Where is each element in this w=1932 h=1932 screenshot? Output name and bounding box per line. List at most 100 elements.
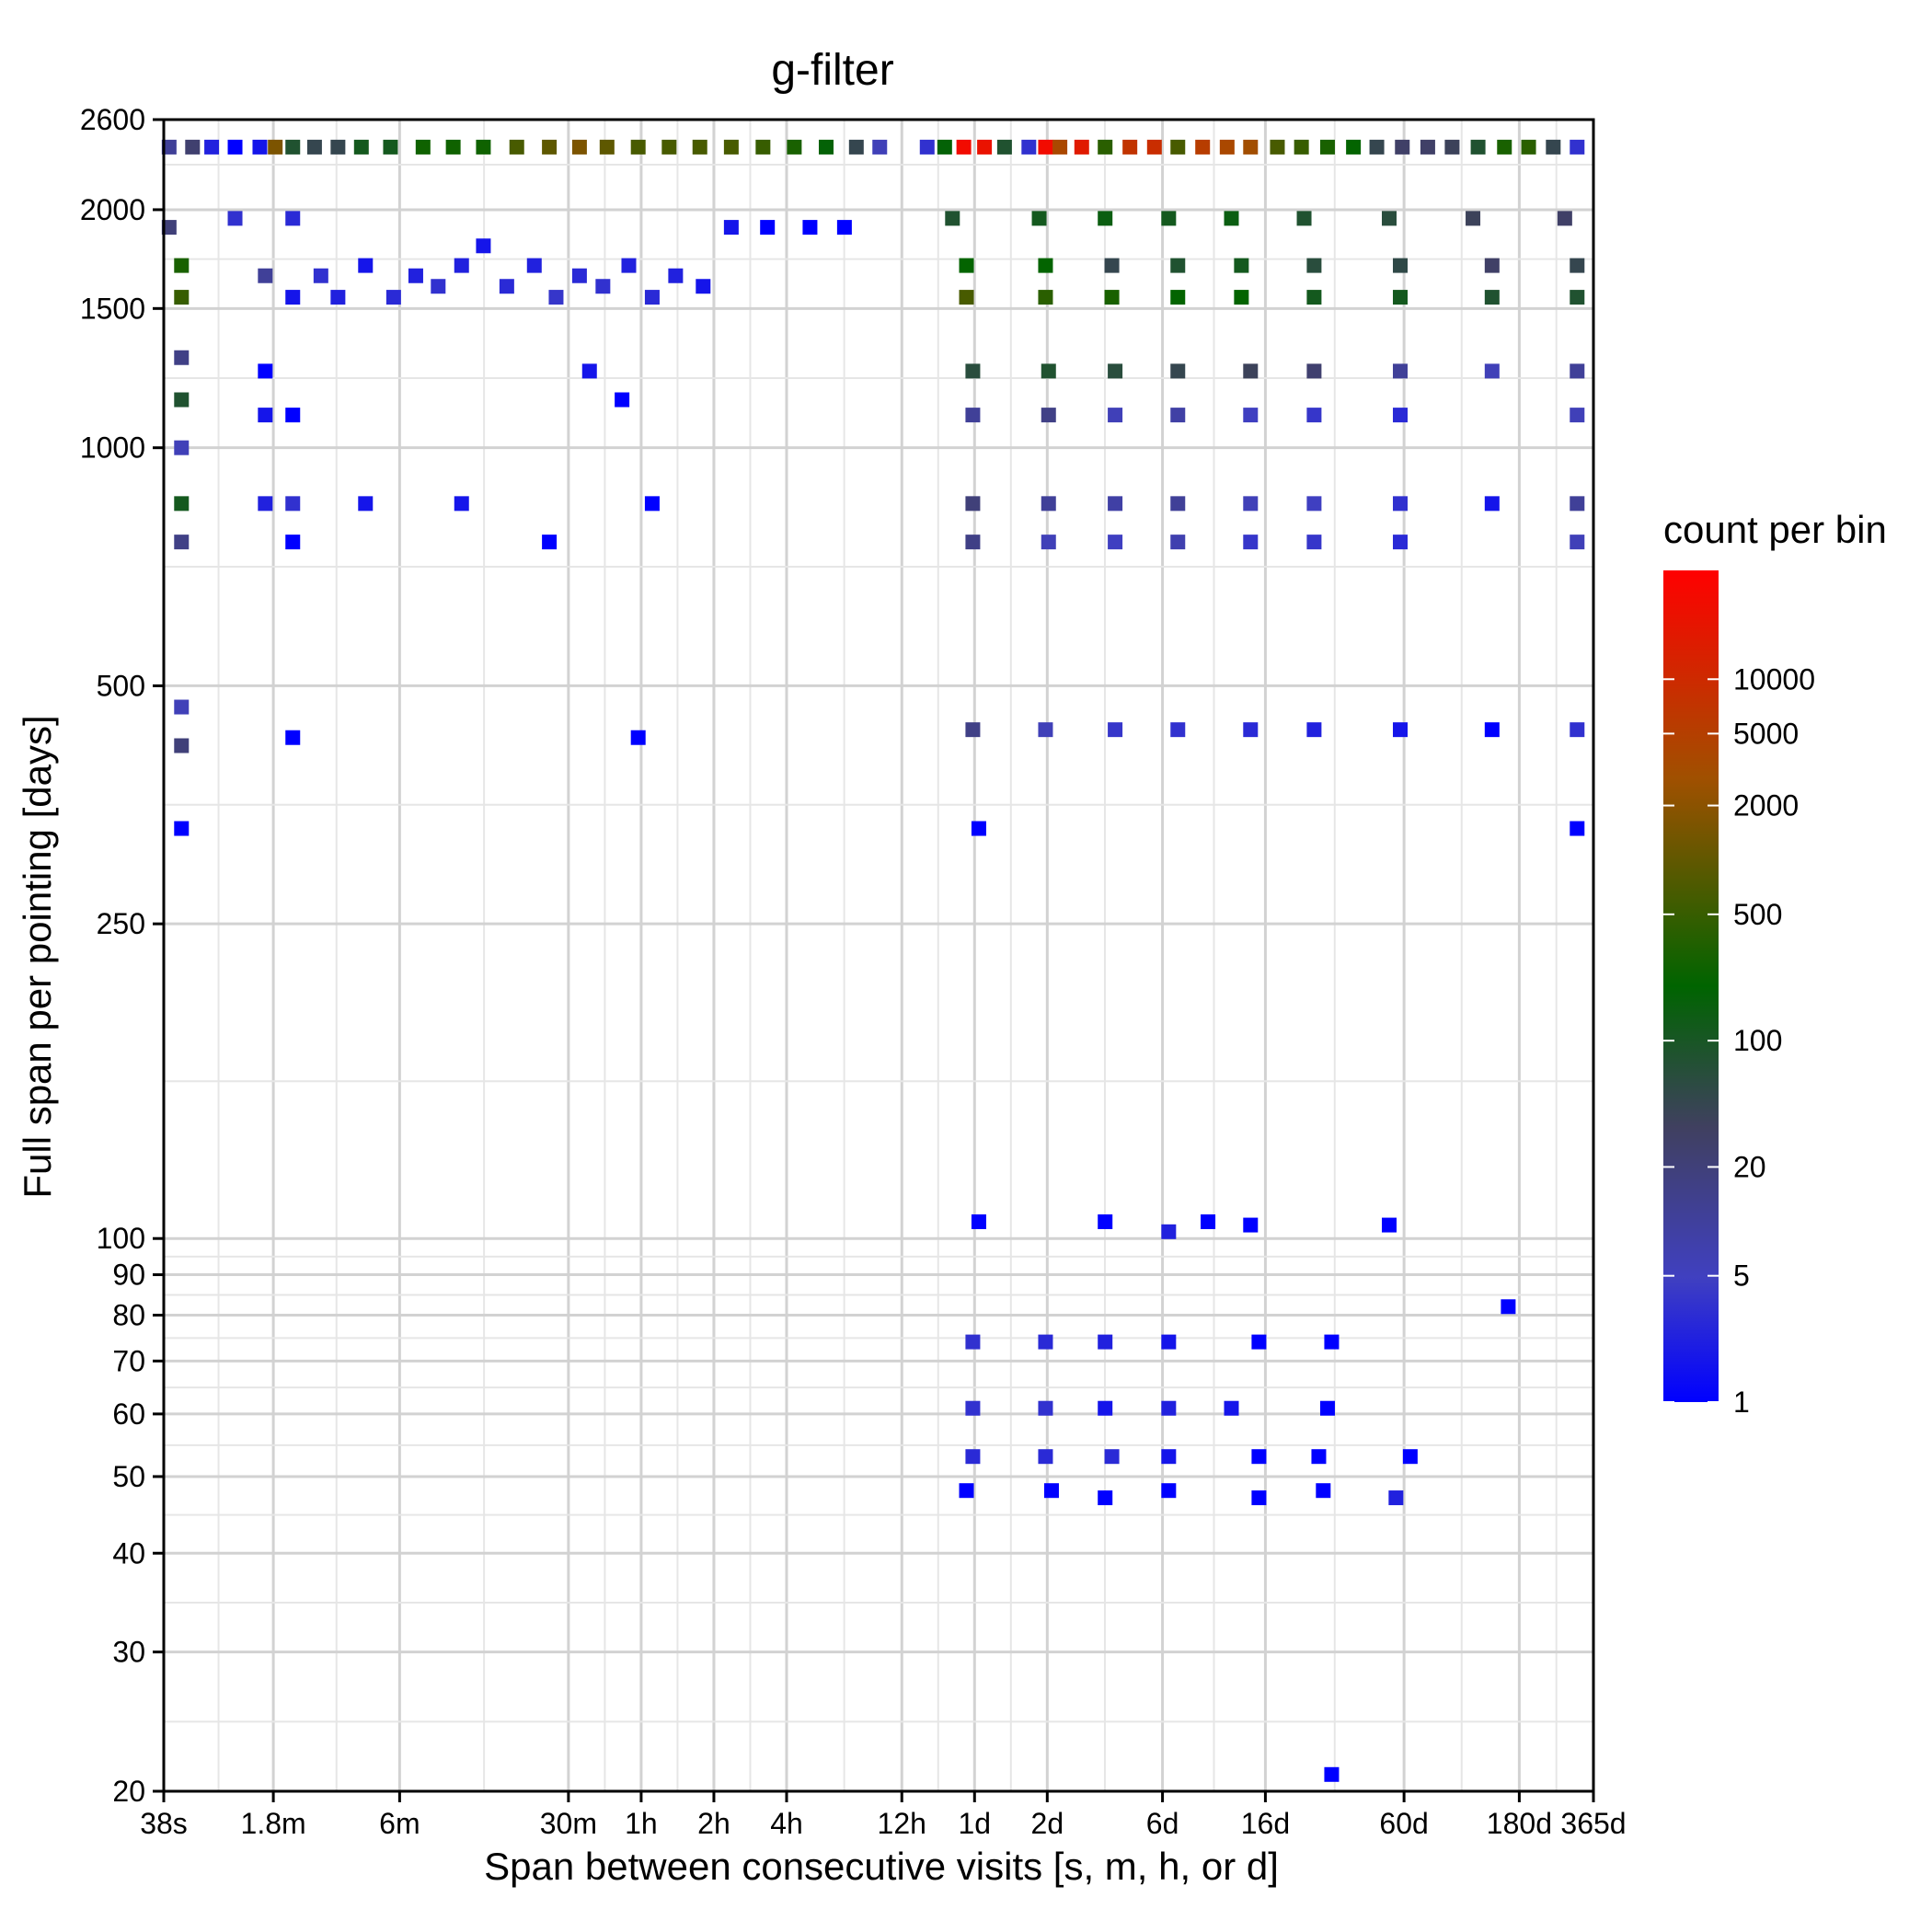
heatmap-cell bbox=[1570, 290, 1585, 305]
x-tick-label: 6d bbox=[1146, 1807, 1179, 1840]
heatmap-cell bbox=[965, 363, 981, 379]
heatmap-cell bbox=[285, 496, 301, 512]
heatmap-cell bbox=[1146, 139, 1162, 155]
x-tick-label: 365d bbox=[1560, 1807, 1626, 1840]
heatmap-cell bbox=[1098, 139, 1113, 155]
heatmap-cell bbox=[1108, 535, 1123, 550]
heatmap-cell bbox=[1388, 1490, 1404, 1506]
heatmap-cell bbox=[1470, 139, 1486, 155]
heatmap-cell bbox=[1306, 496, 1322, 512]
heatmap-cell bbox=[476, 139, 491, 155]
heatmap-cell bbox=[1104, 1449, 1120, 1465]
heatmap-cell bbox=[204, 139, 220, 155]
heatmap-cell bbox=[358, 258, 374, 273]
legend-title: count per bin bbox=[1663, 508, 1887, 551]
heatmap-cell bbox=[937, 139, 952, 155]
heatmap-cell bbox=[945, 211, 960, 226]
legend-tick-label: 100 bbox=[1733, 1024, 1782, 1057]
heatmap-cell bbox=[595, 279, 611, 294]
heatmap-cell bbox=[971, 821, 986, 836]
heatmap-cell bbox=[1306, 535, 1322, 550]
y-axis: 20 30 40 50 60 70 80 90 100 250 500 1000 1500 2000 260… bbox=[80, 103, 164, 1808]
heatmap-cell bbox=[285, 211, 301, 226]
heatmap-cell bbox=[1251, 1449, 1267, 1465]
heatmap-cell bbox=[252, 139, 268, 155]
heatmap-cell bbox=[408, 268, 423, 283]
heatmap-cell bbox=[499, 279, 514, 294]
heatmap-cell bbox=[285, 290, 301, 305]
heatmap-cell bbox=[1306, 363, 1322, 379]
heatmap-cell bbox=[258, 496, 273, 512]
heatmap-cell bbox=[1098, 1490, 1113, 1506]
heatmap-cell bbox=[227, 211, 243, 226]
heatmap-cell bbox=[1306, 722, 1322, 738]
heatmap-cell bbox=[1316, 1483, 1331, 1499]
heatmap-cell bbox=[1243, 363, 1259, 379]
heatmap-cell bbox=[1108, 363, 1123, 379]
heatmap-cell bbox=[848, 139, 864, 155]
heatmap-cell bbox=[1161, 1400, 1177, 1416]
heatmap-cell bbox=[258, 363, 273, 379]
heatmap-cell bbox=[1420, 139, 1435, 155]
heatmap-cell bbox=[1570, 535, 1585, 550]
heatmap-cell bbox=[965, 1334, 981, 1350]
heatmap-cell bbox=[174, 392, 190, 408]
heatmap-cell bbox=[1041, 535, 1056, 550]
legend-tick-label: 2000 bbox=[1733, 789, 1799, 822]
heatmap-cell bbox=[227, 139, 243, 155]
heatmap-cell bbox=[1201, 1214, 1216, 1230]
heatmap-cell bbox=[1161, 211, 1177, 226]
heatmap-cell bbox=[431, 279, 446, 294]
heatmap-cell bbox=[1251, 1490, 1267, 1506]
heatmap-cell bbox=[1038, 1449, 1053, 1465]
heatmap-cell bbox=[1393, 290, 1409, 305]
heatmap-cell bbox=[1170, 722, 1186, 738]
heatmap-cell bbox=[1098, 1334, 1113, 1350]
heatmap-cell bbox=[1224, 1400, 1239, 1416]
heatmap-cell bbox=[1497, 139, 1512, 155]
heatmap-cell bbox=[755, 139, 771, 155]
heatmap-cell bbox=[1243, 722, 1259, 738]
legend-tick-label: 1 bbox=[1733, 1386, 1750, 1419]
heatmap-cell bbox=[965, 496, 981, 512]
heatmap-cell bbox=[1170, 535, 1186, 550]
heatmap-cell bbox=[1170, 258, 1186, 273]
heatmap-cell bbox=[1546, 139, 1561, 155]
heatmap-cell bbox=[956, 139, 972, 155]
heatmap-cell bbox=[1393, 408, 1409, 423]
heatmap-cell bbox=[313, 268, 328, 283]
heatmap-cell bbox=[644, 290, 660, 305]
heatmap-cell bbox=[454, 258, 469, 273]
heatmap-cell bbox=[1306, 290, 1322, 305]
heatmap-cell bbox=[1570, 496, 1585, 512]
heatmap-cell bbox=[1306, 408, 1322, 423]
y-tick-label: 90 bbox=[112, 1259, 145, 1292]
x-axis: 38s 1.8m 6m 30m 1h 2h 4h 12h 1d 2d 6d 16d 60d 180d 365… bbox=[140, 1791, 1627, 1840]
heatmap-cell bbox=[1170, 290, 1186, 305]
heatmap-cell bbox=[174, 699, 190, 715]
heatmap-cell bbox=[1038, 1400, 1053, 1416]
heatmap-cell bbox=[385, 290, 401, 305]
heatmap-cell bbox=[358, 496, 374, 512]
heatmap-cell bbox=[1570, 139, 1585, 155]
heatmap-cell bbox=[285, 535, 301, 550]
heatmap-cell bbox=[174, 496, 190, 512]
heatmap-cell bbox=[1251, 1334, 1267, 1350]
heatmap-cell bbox=[1038, 722, 1053, 738]
heatmap-cell bbox=[1484, 722, 1500, 738]
heatmap-cell bbox=[1393, 722, 1409, 738]
heatmap-cell bbox=[1170, 363, 1186, 379]
legend-tick-label: 20 bbox=[1733, 1150, 1766, 1183]
heatmap-cell bbox=[971, 1214, 986, 1230]
heatmap-cell bbox=[965, 1400, 981, 1416]
heatmap-cell bbox=[959, 258, 974, 273]
x-tick-label: 30m bbox=[540, 1807, 597, 1840]
heatmap-cell bbox=[1369, 139, 1385, 155]
heatmap-cell bbox=[1557, 211, 1572, 226]
heatmap-cell bbox=[1393, 535, 1409, 550]
heatmap-cell bbox=[1219, 139, 1235, 155]
y-tick-label: 1000 bbox=[80, 431, 145, 465]
heatmap-cell bbox=[599, 139, 615, 155]
y-tick-label: 20 bbox=[112, 1775, 145, 1808]
